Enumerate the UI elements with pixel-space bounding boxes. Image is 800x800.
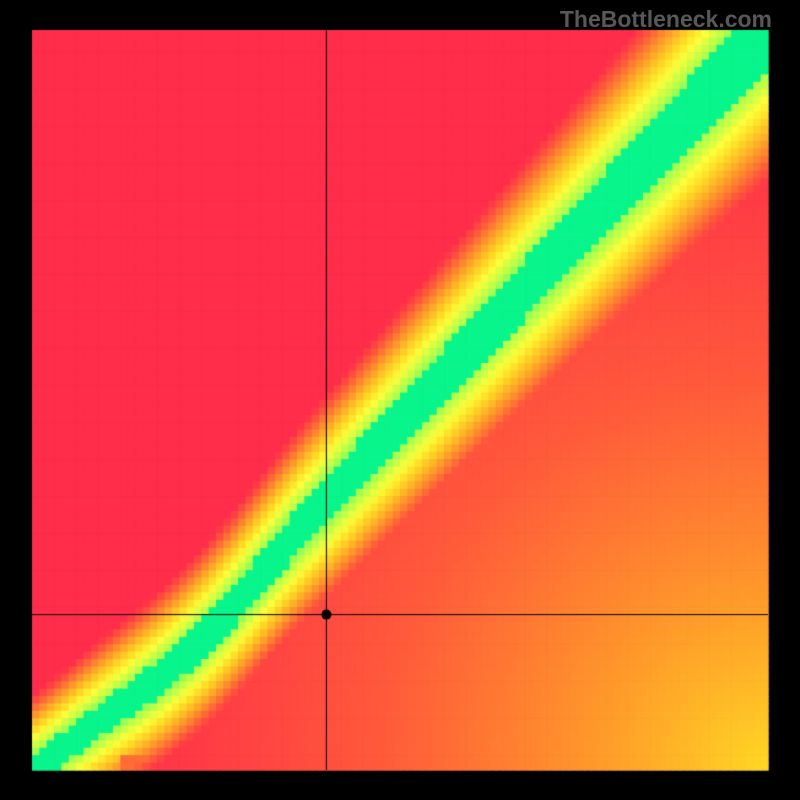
watermark-text: TheBottleneck.com (560, 6, 772, 33)
bottleneck-heatmap (0, 0, 800, 800)
